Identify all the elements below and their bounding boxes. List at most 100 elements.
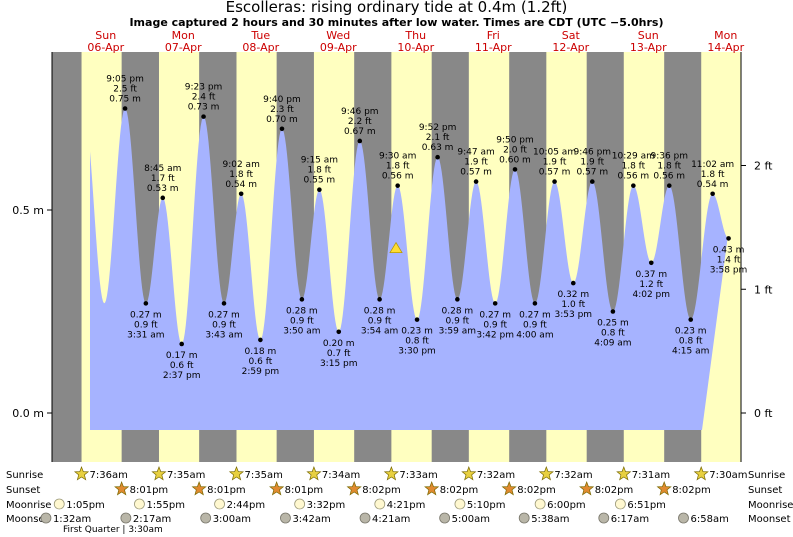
sunset-time: 8:02pm bbox=[595, 485, 634, 496]
tide-height-ft-label: 1.8 ft bbox=[308, 166, 332, 176]
sunset-star-icon bbox=[114, 481, 130, 496]
tide-height-m-label: 0.27 m bbox=[479, 310, 511, 320]
tide-height-ft-label: 1.2 ft bbox=[639, 280, 663, 290]
tide-time-label: 9:52 pm bbox=[419, 123, 457, 133]
tide-height-ft-label: 1.8 ft bbox=[229, 170, 253, 180]
moonset-row-label: Moonset bbox=[6, 514, 49, 525]
date-label: 06-Apr bbox=[87, 41, 124, 54]
tide-time-label: 9:46 pm bbox=[341, 107, 379, 117]
high-tide-point bbox=[589, 179, 595, 184]
tide-height-m-label: 0.56 m bbox=[382, 172, 414, 182]
sunrise-time: 7:31am bbox=[632, 470, 670, 481]
chart-subtitle: Image captured 2 hours and 30 minutes af… bbox=[129, 16, 664, 29]
sunset-time: 8:02pm bbox=[440, 485, 479, 496]
sunrise-star-icon bbox=[693, 466, 709, 481]
tide-height-m-label: 0.54 m bbox=[225, 180, 257, 190]
moonset-time: 4:21am bbox=[372, 514, 410, 525]
low-tide-point bbox=[299, 297, 305, 302]
tide-height-m-label: 0.25 m bbox=[597, 319, 629, 329]
low-tide-point bbox=[570, 280, 576, 286]
date-label: 14-Apr bbox=[707, 41, 744, 54]
tide-time-label: 2:59 pm bbox=[242, 367, 280, 377]
tide-height-ft-label: 0.9 ft bbox=[290, 316, 314, 326]
low-tide-point bbox=[143, 301, 149, 306]
low-tide-point bbox=[414, 317, 420, 322]
moonset-row-label: Moonset bbox=[748, 514, 791, 525]
sunset-star-icon bbox=[269, 481, 285, 496]
tide-time-label: 4:00 am bbox=[516, 330, 553, 340]
moonrise-row-label: Moonrise bbox=[748, 500, 793, 511]
tide-time-label: 11:02 am bbox=[691, 160, 734, 170]
chart-title: Escolleras: rising ordinary tide at 0.4m… bbox=[225, 0, 568, 16]
sunset-time: 8:01pm bbox=[207, 485, 246, 496]
moonrise-time: 1:55pm bbox=[146, 500, 185, 511]
sunrise-row-label: Sunrise bbox=[6, 470, 43, 481]
sunrise-star-icon bbox=[306, 466, 322, 481]
low-tide-point bbox=[648, 260, 654, 266]
right-axis-tick-label: 0 ft bbox=[754, 407, 773, 420]
tide-time-label: 3:54 am bbox=[361, 326, 398, 336]
tide-height-m-label: 0.75 m bbox=[109, 95, 141, 105]
sunrise-time: 7:36am bbox=[90, 470, 128, 481]
moonrise-moon-icon bbox=[534, 498, 546, 510]
tide-height-m-label: 0.70 m bbox=[266, 115, 298, 125]
low-tide-point bbox=[377, 297, 382, 302]
high-tide-point bbox=[238, 191, 244, 197]
left-axis-tick-label: 0.5 m bbox=[12, 204, 44, 217]
high-tide-point bbox=[122, 106, 128, 111]
high-tide-point bbox=[666, 183, 672, 188]
sunset-time: 8:02pm bbox=[362, 485, 401, 496]
tide-time-label: 2:37 pm bbox=[163, 371, 201, 381]
sunset-star-icon bbox=[579, 481, 595, 496]
moonrise-time: 5:10pm bbox=[467, 500, 506, 511]
tide-height-m-label: 0.57 m bbox=[460, 168, 492, 178]
sunrise-time: 7:34am bbox=[322, 470, 360, 481]
moonrise-moon-icon bbox=[53, 498, 65, 510]
tide-height-ft-label: 2.5 ft bbox=[113, 85, 137, 95]
moonset-moon-icon bbox=[200, 512, 212, 524]
right-axis-tick-label: 1 ft bbox=[754, 283, 773, 296]
tide-height-ft-label: 0.9 ft bbox=[134, 320, 158, 330]
tide-time-label: 3:59 am bbox=[439, 326, 476, 336]
day-of-week-label: Mon bbox=[172, 29, 195, 42]
sunrise-star-icon bbox=[383, 466, 399, 481]
tide-height-m-label: 0.60 m bbox=[499, 155, 531, 165]
moonrise-moon-icon bbox=[374, 498, 386, 510]
tide-height-ft-label: 0.9 ft bbox=[212, 320, 236, 330]
tide-height-m-label: 0.37 m bbox=[635, 270, 667, 280]
high-tide-point bbox=[357, 138, 363, 144]
moonset-moon-icon bbox=[598, 512, 610, 524]
tide-height-m-label: 0.27 m bbox=[208, 310, 240, 320]
day-of-week-label: Sat bbox=[562, 29, 581, 42]
tide-time-label: 3:15 pm bbox=[320, 359, 358, 369]
sunrise-star-icon bbox=[461, 466, 477, 481]
date-label: 13-Apr bbox=[630, 41, 667, 54]
sunset-time: 8:02pm bbox=[672, 485, 711, 496]
tide-height-m-label: 0.23 m bbox=[401, 327, 433, 337]
moonrise-time: 3:32pm bbox=[307, 500, 346, 511]
sunrise-star-icon bbox=[228, 466, 245, 481]
sunrise-star-icon bbox=[151, 466, 167, 481]
tide-height-m-label: 0.56 m bbox=[618, 172, 650, 182]
moonrise-moon-icon bbox=[134, 498, 145, 510]
sunrise-row-label: Sunrise bbox=[748, 470, 785, 481]
high-tide-point bbox=[552, 179, 557, 184]
tide-time-label: 3:30 pm bbox=[398, 347, 436, 357]
tide-time-label: 10:29 am bbox=[612, 152, 655, 162]
moonset-time: 3:42am bbox=[292, 514, 330, 525]
moonset-time: 6:58am bbox=[690, 514, 728, 525]
moonrise-moon-icon bbox=[454, 498, 466, 510]
tide-height-ft-label: 0.9 ft bbox=[483, 320, 507, 330]
tide-time-label: 8:45 am bbox=[144, 164, 181, 174]
tide-height-m-label: 0.43 m bbox=[713, 245, 745, 255]
sunset-row-label: Sunset bbox=[748, 485, 782, 496]
tide-height-m-label: 0.28 m bbox=[442, 306, 474, 316]
date-label: 07-Apr bbox=[165, 41, 202, 54]
high-tide-point bbox=[279, 126, 285, 132]
date-label: 11-Apr bbox=[475, 41, 512, 54]
moonrise-time: 6:51pm bbox=[627, 500, 666, 511]
moonset-time: 5:38am bbox=[531, 514, 569, 525]
sunset-row-label: Sunset bbox=[6, 485, 40, 496]
sunset-star-icon bbox=[346, 481, 362, 496]
high-tide-point bbox=[710, 191, 715, 197]
